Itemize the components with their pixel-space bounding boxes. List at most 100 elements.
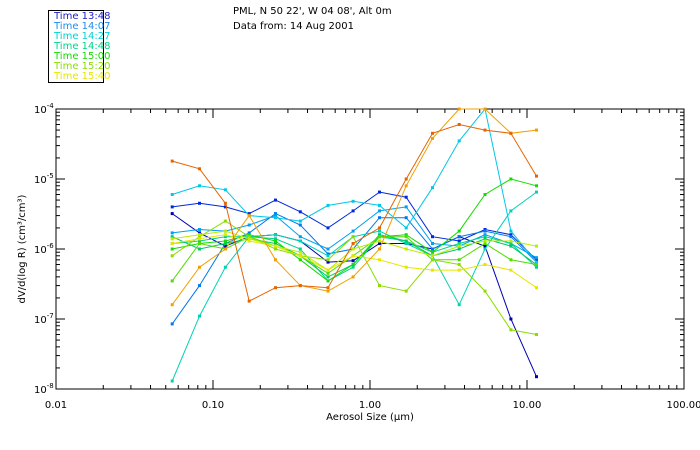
y-axis-title: dV/d(log R) (cm³/cm³): [17, 194, 28, 303]
data-point: [326, 279, 330, 283]
data-point: [198, 239, 201, 243]
data-point: [274, 233, 277, 237]
x-axis-title: Aerosol Size (μm): [326, 412, 414, 423]
plot-frame: [55, 108, 685, 390]
y-tick-label: 10-8: [34, 382, 54, 396]
data-point: [170, 322, 174, 326]
data-point: [274, 212, 277, 216]
data-point: [457, 107, 461, 111]
data-point: [509, 244, 513, 248]
data-point: [457, 229, 461, 233]
data-point: [274, 258, 277, 262]
data-point: [298, 210, 302, 214]
data-point: [431, 235, 434, 239]
data-point: [483, 107, 487, 111]
data-point: [535, 263, 538, 266]
data-point: [170, 237, 174, 241]
series-2: [170, 212, 538, 326]
data-point: [351, 263, 355, 266]
legend-entry: Time 15:40: [54, 71, 111, 82]
data-point: [170, 242, 174, 245]
legend-entry: Time 14:27: [54, 31, 111, 42]
data-point: [509, 328, 513, 332]
data-point: [378, 229, 381, 233]
data-point: [509, 239, 513, 243]
data-point: [326, 258, 330, 262]
data-point: [298, 254, 302, 258]
data-point: [483, 263, 487, 266]
data-point: [509, 258, 513, 262]
data-point: [404, 233, 408, 237]
data-point: [483, 128, 487, 132]
data-point: [457, 247, 461, 251]
data-point: [431, 186, 434, 190]
data-point: [326, 286, 330, 290]
data-point: [535, 375, 538, 379]
date-header: Data from: 14 Aug 2001: [233, 21, 354, 32]
location-header: PML, N 50 22', W 04 08', Alt 0m: [233, 6, 392, 17]
data-point: [170, 379, 174, 383]
legend-entry: Time 14:48: [54, 41, 111, 52]
data-point: [509, 233, 513, 237]
data-point: [326, 247, 330, 251]
data-point: [457, 123, 461, 126]
data-point: [404, 205, 408, 209]
data-point: [351, 259, 355, 263]
chart-legend: Time 13:48 Time 14:07 Time 14:27 Time 14:48…: [48, 10, 110, 83]
data-point: [483, 229, 487, 233]
data-point: [326, 289, 330, 293]
data-point: [247, 233, 251, 237]
data-point: [223, 219, 227, 223]
data-point: [457, 258, 461, 262]
data-point: [431, 242, 434, 245]
data-point: [170, 303, 174, 307]
data-point: [535, 244, 538, 248]
data-point: [170, 235, 174, 239]
y-tick-label: 10-7: [34, 312, 54, 326]
y-tick-label: 10-5: [34, 172, 54, 186]
data-point: [170, 247, 174, 251]
data-point: [247, 223, 251, 227]
data-point: [483, 235, 487, 239]
data-point: [170, 231, 174, 235]
data-point: [404, 247, 408, 251]
data-point: [535, 286, 538, 290]
data-point: [198, 265, 201, 269]
data-point: [483, 244, 487, 248]
data-point: [404, 289, 408, 293]
data-point: [170, 193, 174, 196]
data-point: [457, 239, 461, 243]
data-point: [509, 242, 513, 245]
data-point: [457, 139, 461, 143]
data-point: [351, 199, 355, 203]
series-line: [172, 123, 537, 302]
data-point: [223, 235, 227, 239]
data-point: [378, 190, 381, 194]
series-10: [170, 219, 538, 336]
data-point: [483, 228, 487, 231]
data-point: [431, 258, 434, 262]
data-point: [378, 209, 381, 213]
data-point: [170, 279, 174, 283]
data-point: [274, 244, 277, 248]
series-14: [170, 123, 538, 303]
data-point: [378, 284, 381, 288]
data-point: [509, 229, 513, 233]
data-point: [404, 184, 408, 188]
data-point: [223, 244, 227, 248]
data-point: [247, 299, 251, 303]
data-point: [223, 247, 227, 251]
data-point: [351, 209, 355, 213]
data-point: [351, 265, 355, 269]
data-point: [298, 284, 302, 288]
data-point: [378, 226, 381, 230]
data-point: [457, 263, 461, 266]
data-point: [431, 136, 434, 140]
data-point: [378, 247, 381, 251]
data-point: [223, 239, 227, 243]
data-point: [457, 268, 461, 272]
data-point: [378, 239, 381, 243]
data-point: [535, 260, 538, 264]
data-point: [326, 275, 330, 279]
data-point: [198, 235, 201, 239]
